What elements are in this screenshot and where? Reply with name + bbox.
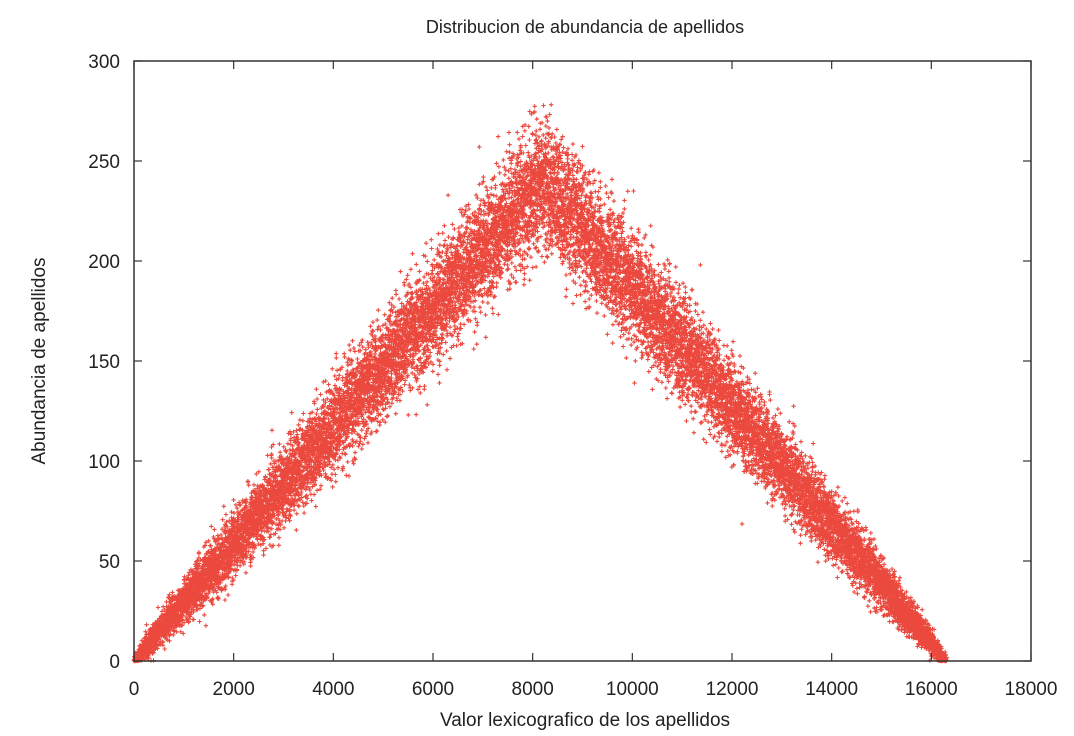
x-tick-label: 14000 (805, 679, 858, 700)
x-tick-label: 4000 (312, 679, 354, 700)
x-tick-label: 12000 (706, 679, 759, 700)
y-tick-label: 0 (109, 652, 120, 673)
y-tick-label: 300 (88, 52, 120, 73)
x-tick-label: 16000 (905, 679, 958, 700)
x-tick-label: 8000 (512, 679, 554, 700)
x-tick-label: 2000 (213, 679, 255, 700)
y-axis-title: Abundancia de apellidos (29, 257, 50, 464)
y-tick-label: 100 (88, 452, 120, 473)
x-tick-label: 10000 (606, 679, 659, 700)
y-tick-label: 250 (88, 152, 120, 173)
y-tick-label: 200 (88, 252, 120, 273)
axis-ticks: 0 2000 4000 6000 8000 10000 12000 14000 16000 180… (88, 52, 1057, 700)
x-tick-label: 0 (129, 679, 140, 700)
y-tick-label: 50 (99, 552, 120, 573)
x-tick-label: 18000 (1005, 679, 1058, 700)
y-tick-label: 150 (88, 352, 120, 373)
x-axis-title: Valor lexicografico de los apellidos (440, 710, 730, 731)
x-tick-label: 6000 (412, 679, 454, 700)
chart-title: Distribucion de abundancia de apellidos (426, 17, 744, 37)
